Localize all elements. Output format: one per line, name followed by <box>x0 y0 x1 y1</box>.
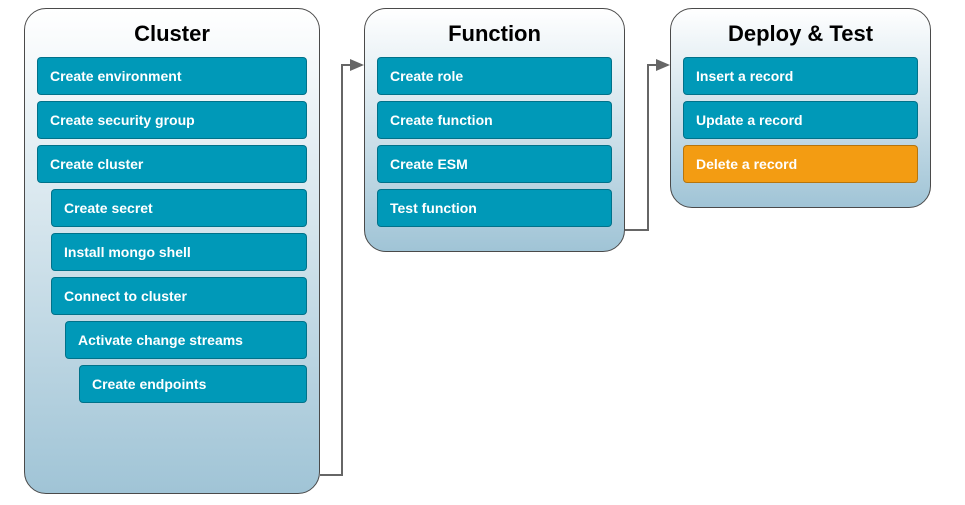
step-cluster-2: Create cluster <box>37 145 307 183</box>
panel-title-cluster: Cluster <box>37 21 307 47</box>
panel-deploy: Deploy & Test Insert a record Update a rec… <box>670 8 931 208</box>
step-function-2: Create ESM <box>377 145 612 183</box>
panel-title-function: Function <box>377 21 612 47</box>
step-cluster-1: Create security group <box>37 101 307 139</box>
step-cluster-4: Install mongo shell <box>51 233 307 271</box>
step-function-1: Create function <box>377 101 612 139</box>
panel-function: Function Create role Create function Create… <box>364 8 625 252</box>
step-cluster-6: Activate change streams <box>65 321 307 359</box>
step-cluster-7: Create endpoints <box>79 365 307 403</box>
step-cluster-0: Create environment <box>37 57 307 95</box>
arrow-cluster-to-function <box>320 65 362 475</box>
step-deploy-1: Update a record <box>683 101 918 139</box>
panel-title-deploy: Deploy & Test <box>683 21 918 47</box>
step-function-3: Test function <box>377 189 612 227</box>
step-cluster-5: Connect to cluster <box>51 277 307 315</box>
panel-cluster: Cluster Create environment Create security… <box>24 8 320 494</box>
arrow-function-to-deploy <box>625 65 668 230</box>
step-deploy-0: Insert a record <box>683 57 918 95</box>
step-function-0: Create role <box>377 57 612 95</box>
step-deploy-2: Delete a record <box>683 145 918 183</box>
step-cluster-3: Create secret <box>51 189 307 227</box>
